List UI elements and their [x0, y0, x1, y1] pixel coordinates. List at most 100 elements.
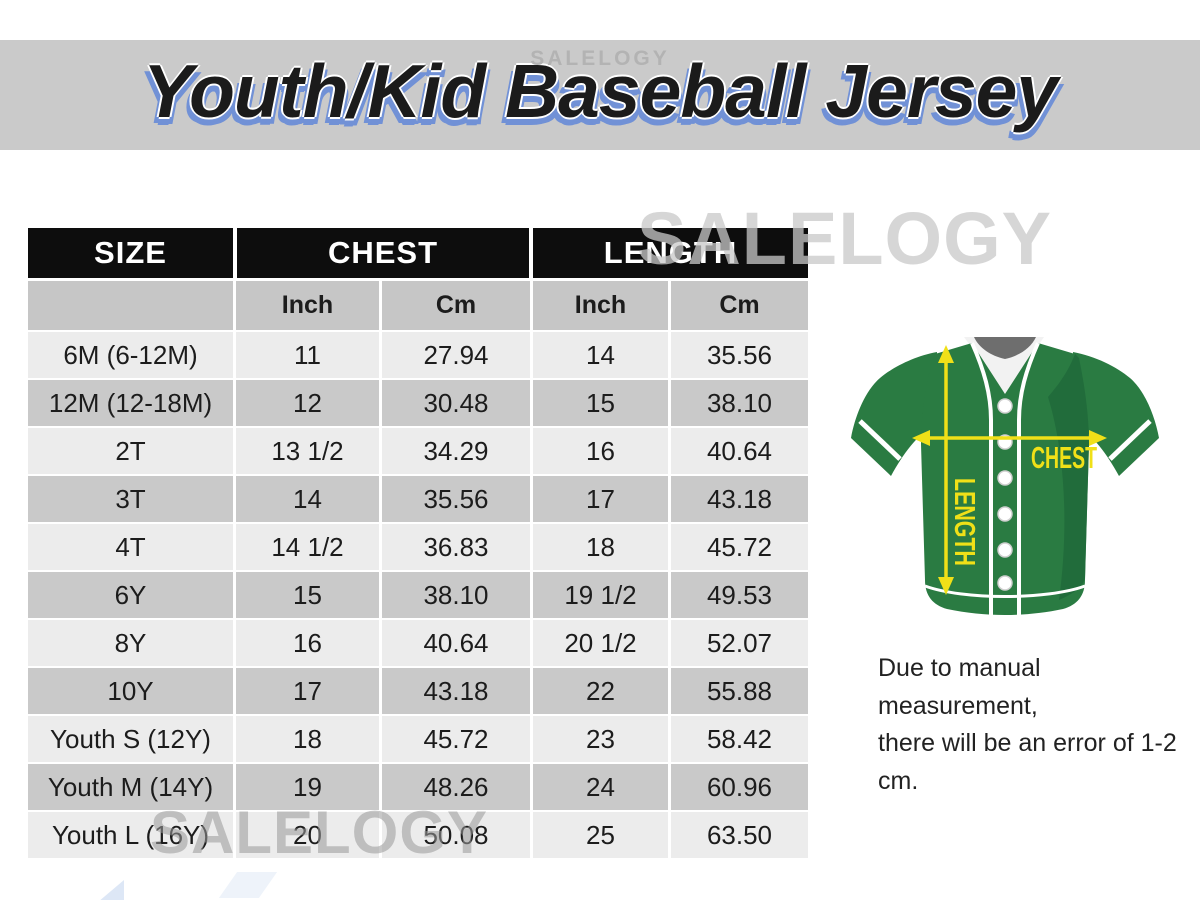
chest-inch-cell: 14: [236, 476, 379, 522]
length-arrowhead-bottom: [938, 577, 954, 595]
table-row: 6M (6-12M) 11 27.94 14 35.56: [28, 332, 810, 378]
table-row: 10Y 17 43.18 22 55.88: [28, 668, 810, 714]
size-cell: 8Y: [28, 620, 233, 666]
chest-label: CHEST: [1031, 440, 1097, 475]
table-subheader-row: Inch Cm Inch Cm: [28, 281, 810, 330]
size-cell: 3T: [28, 476, 233, 522]
chest-cm-cell: 35.56: [382, 476, 530, 522]
jersey-right-placket-piping: [1017, 342, 1040, 615]
chest-cm-cell: 40.64: [382, 620, 530, 666]
length-cm-cell: 63.50: [671, 812, 808, 858]
table-row: Youth L (16Y) 20 50.08 25 63.50: [28, 812, 810, 858]
table-row: Youth M (14Y) 19 48.26 24 60.96: [28, 764, 810, 810]
note-line-2: there will be an error of 1-2 cm.: [878, 729, 1177, 795]
table-row: 12M (12-18M) 12 30.48 15 38.10: [28, 380, 810, 426]
length-cm-cell: 52.07: [671, 620, 808, 666]
subheader-length-cm: Cm: [671, 281, 808, 330]
chest-cm-cell: 36.83: [382, 524, 530, 570]
chest-cm-cell: 30.48: [382, 380, 530, 426]
length-cm-cell: 49.53: [671, 572, 808, 618]
size-cell: Youth M (14Y): [28, 764, 233, 810]
length-label: LENGTH: [948, 478, 980, 566]
length-inch-cell: 25: [533, 812, 668, 858]
length-cm-cell: 35.56: [671, 332, 808, 378]
chest-inch-cell: 14 1/2: [236, 524, 379, 570]
length-cm-cell: 55.88: [671, 668, 808, 714]
measurement-note: Due to manual measurement, there will be…: [878, 650, 1190, 800]
title-banner: Youth/Kid Baseball Jersey: [0, 40, 1200, 150]
note-line-1: Due to manual measurement,: [878, 654, 1041, 720]
subheader-chest-inch: Inch: [236, 281, 379, 330]
size-cell: Youth L (16Y): [28, 812, 233, 858]
length-cm-cell: 58.42: [671, 716, 808, 762]
length-cm-cell: 60.96: [671, 764, 808, 810]
size-cell: 12M (12-18M): [28, 380, 233, 426]
chest-inch-cell: 13 1/2: [236, 428, 379, 474]
table-row: 2T 13 1/2 34.29 16 40.64: [28, 428, 810, 474]
size-chart-table: SIZE CHEST LENGTH Inch Cm Inch Cm 6M (6-…: [28, 228, 810, 860]
table-row: 8Y 16 40.64 20 1/2 52.07: [28, 620, 810, 666]
jersey-right-sleeve: [1073, 352, 1159, 476]
measurement-arrows: [912, 345, 1107, 595]
length-arrowhead-top: [938, 345, 954, 363]
jersey-illustration: CHEST LENGTH: [851, 337, 1159, 615]
length-inch-cell: 22: [533, 668, 668, 714]
jersey-hem-piping: [924, 584, 1086, 598]
length-inch-cell: 15: [533, 380, 668, 426]
size-cell: Youth S (12Y): [28, 716, 233, 762]
length-cm-cell: 45.72: [671, 524, 808, 570]
table-row: 4T 14 1/2 36.83 18 45.72: [28, 524, 810, 570]
jersey-right-cuff-stripe: [1108, 419, 1152, 461]
length-cm-cell: 43.18: [671, 476, 808, 522]
length-inch-cell: 19 1/2: [533, 572, 668, 618]
table-header-row: SIZE CHEST LENGTH: [28, 228, 810, 278]
header-length: LENGTH: [533, 228, 808, 278]
chest-cm-cell: 38.10: [382, 572, 530, 618]
subheader-length-inch: Inch: [533, 281, 668, 330]
size-cell: 2T: [28, 428, 233, 474]
chest-cm-cell: 45.72: [382, 716, 530, 762]
jersey-collar-shadow: [974, 337, 1036, 359]
page-title: Youth/Kid Baseball Jersey: [142, 49, 1058, 133]
chest-inch-cell: 20: [236, 812, 379, 858]
jersey-left-cuff-stripe: [858, 419, 902, 461]
chest-inch-cell: 18: [236, 716, 379, 762]
size-cell: 6M (6-12M): [28, 332, 233, 378]
chest-cm-cell: 43.18: [382, 668, 530, 714]
length-inch-cell: 16: [533, 428, 668, 474]
length-inch-cell: 23: [533, 716, 668, 762]
chest-cm-cell: 50.08: [382, 812, 530, 858]
length-inch-cell: 24: [533, 764, 668, 810]
header-chest: CHEST: [237, 228, 529, 278]
length-inch-cell: 14: [533, 332, 668, 378]
jersey-figure: CHEST LENGTH: [833, 332, 1173, 632]
jersey-body-shading: [1048, 354, 1089, 600]
chest-inch-cell: 11: [236, 332, 379, 378]
length-inch-cell: 17: [533, 476, 668, 522]
chest-inch-cell: 19: [236, 764, 379, 810]
chest-cm-cell: 34.29: [382, 428, 530, 474]
table-row: Youth S (12Y) 18 45.72 23 58.42: [28, 716, 810, 762]
table-row: 6Y 15 38.10 19 1/2 49.53: [28, 572, 810, 618]
chest-arrowhead-left: [912, 430, 930, 446]
size-cell: 4T: [28, 524, 233, 570]
jersey-inner-collar: [964, 337, 1044, 394]
chest-inch-cell: 15: [236, 572, 379, 618]
jersey-left-sleeve: [851, 352, 937, 476]
chest-arrowhead-right: [1089, 430, 1107, 446]
length-inch-cell: 20 1/2: [533, 620, 668, 666]
chest-inch-cell: 17: [236, 668, 379, 714]
length-inch-cell: 18: [533, 524, 668, 570]
length-cm-cell: 38.10: [671, 380, 808, 426]
chest-cm-cell: 27.94: [382, 332, 530, 378]
table-row: 3T 14 35.56 17 43.18: [28, 476, 810, 522]
size-cell: 10Y: [28, 668, 233, 714]
size-cell: 6Y: [28, 572, 233, 618]
jersey-left-placket-piping: [970, 342, 993, 615]
chest-cm-cell: 48.26: [382, 764, 530, 810]
subheader-empty: [28, 281, 233, 330]
decorative-blue-shape: [98, 880, 124, 900]
chest-inch-cell: 12: [236, 380, 379, 426]
header-size: SIZE: [28, 228, 233, 278]
